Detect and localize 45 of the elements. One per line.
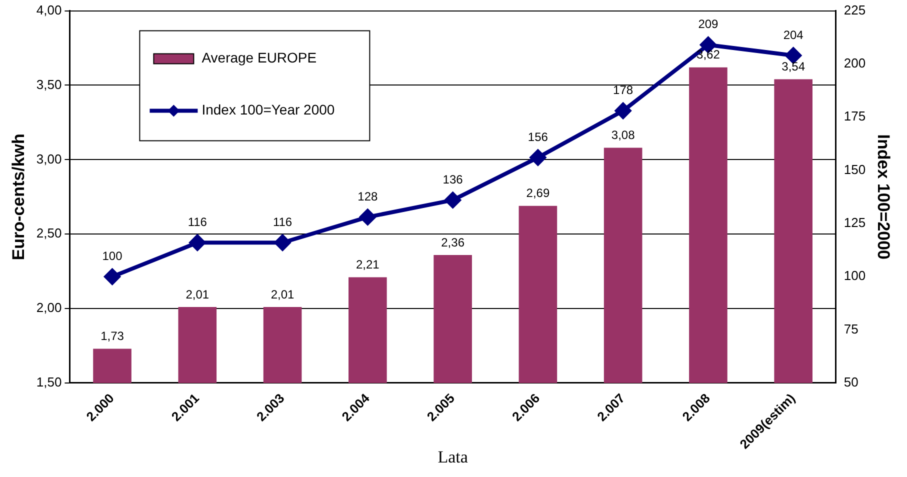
y-tick-label: 1,50 [36, 374, 62, 390]
data-label: 2,01 [186, 287, 210, 302]
data-label: 156 [528, 130, 548, 144]
data-label: 128 [358, 189, 378, 204]
data-label: 204 [783, 28, 804, 42]
y-axis-title: Euro-cents/kwh [8, 134, 28, 260]
point [274, 234, 291, 251]
data-label: 136 [442, 172, 464, 186]
point [444, 192, 461, 208]
data-label: 116 [188, 214, 208, 229]
point [189, 234, 206, 251]
x-axis-title: Lata [438, 447, 468, 466]
y-tick-label: 3,50 [36, 76, 62, 92]
point [530, 150, 546, 166]
y2-tick-label: 50 [844, 374, 858, 390]
point [785, 47, 802, 64]
legend-label: Average EUROPE [202, 50, 317, 66]
y-tick-label: 2,50 [36, 226, 62, 241]
legend-label: Index 100=Year 2000 [202, 102, 335, 118]
y-tick-label: 3,00 [36, 151, 62, 166]
data-label: 178 [613, 83, 634, 98]
y2-tick-label: 75 [844, 321, 858, 336]
y2-tick-label: 100 [844, 268, 866, 284]
y2-axis-title: Index 100=2000 [874, 134, 894, 260]
data-label: 2,01 [270, 287, 295, 302]
y-tick-label: 2,00 [36, 300, 62, 316]
y2-tick-label: 200 [844, 56, 866, 71]
data-label: 2,36 [441, 235, 465, 250]
data-label: 2,69 [526, 186, 550, 200]
data-label: 1,73 [100, 329, 124, 344]
y2-tick-label: 225 [844, 2, 866, 18]
y-tick-label: 4,00 [36, 2, 62, 18]
data-label: 3,08 [611, 128, 636, 142]
data-label: 2,21 [356, 258, 380, 272]
data-label: 3,62 [696, 48, 720, 62]
y2-tick-label: 175 [844, 108, 866, 124]
y2-tick-label: 150 [844, 162, 866, 177]
data-label: 100 [102, 248, 123, 263]
point [104, 268, 120, 285]
data-label: 209 [698, 17, 719, 32]
data-label: 3,54 [782, 60, 806, 74]
point [360, 209, 376, 226]
data-label: 116 [272, 214, 292, 229]
y2-tick-label: 125 [844, 215, 866, 230]
point [615, 102, 632, 119]
